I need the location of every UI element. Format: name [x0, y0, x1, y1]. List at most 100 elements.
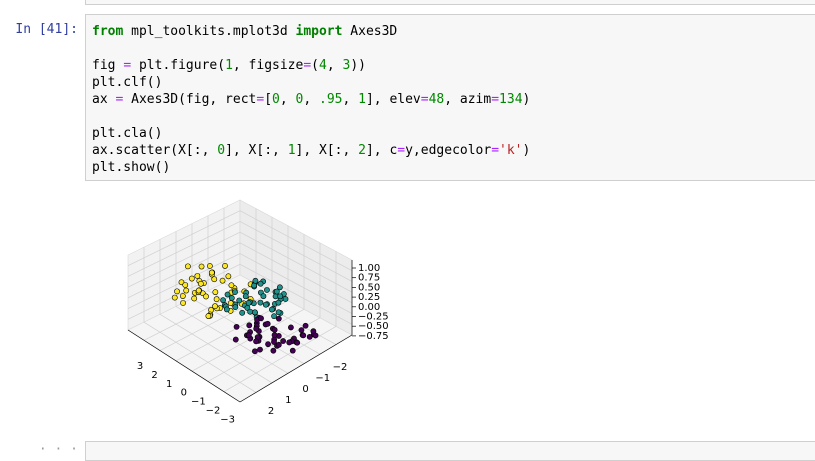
y-tick-label: 1: [285, 395, 291, 406]
scatter-point: [233, 323, 240, 330]
pane-grid: [239, 253, 353, 314]
axis-line: [127, 329, 241, 403]
scatter-point: [275, 315, 282, 322]
scatter-point: [275, 299, 282, 306]
scatter-point: [242, 293, 249, 300]
x-tick-label: 1: [166, 379, 172, 390]
scatter-point: [252, 348, 258, 355]
scatter-point: [225, 273, 232, 280]
scatter-point: [275, 341, 282, 348]
scatter-point: [277, 293, 284, 300]
scatter-point: [294, 339, 301, 346]
next-cell[interactable]: [85, 441, 815, 461]
pane-grid: [127, 231, 241, 288]
scatter-point: [262, 301, 269, 308]
scatter-point: [271, 326, 278, 333]
x-tick-label: 3: [137, 361, 143, 372]
scatter-point: [257, 280, 264, 287]
x-tick-label: −1: [191, 397, 206, 408]
scatter-point: [205, 313, 212, 319]
scatter-point: [257, 346, 263, 353]
scatter-point: [289, 347, 296, 354]
scatter-point: [212, 289, 219, 296]
scatter-point: [271, 313, 277, 320]
scatter-point: [207, 263, 213, 269]
pane-grid: [159, 313, 273, 384]
scatter-point: [213, 296, 220, 303]
scatter-point: [185, 263, 191, 270]
scatter-point: [220, 297, 227, 304]
scatter-point: [188, 275, 195, 282]
scatter-point: [246, 322, 253, 329]
z-tick-label: 0.75: [358, 273, 380, 284]
scatter-point: [253, 338, 259, 345]
scatter-point: [265, 341, 271, 348]
scatter-point: [271, 339, 277, 345]
scatter-point: [258, 315, 264, 322]
scatter-point: [312, 332, 319, 339]
pane-grid: [143, 321, 257, 393]
scatter-point: [269, 306, 275, 313]
scatter-point: [264, 287, 270, 293]
code: from mpl_toolkits.mplot3d import Axes3D f…: [86, 15, 815, 184]
scatter-point: [236, 297, 243, 304]
notebook: In [41]: from mpl_toolkits.mplot3d impor…: [15, 0, 815, 461]
scatter-point: [253, 325, 260, 332]
code-cell[interactable]: from mpl_toolkits.mplot3d import Axes3D f…: [85, 14, 815, 181]
scatter-point: [271, 332, 278, 338]
pane-grid: [239, 231, 353, 293]
z-tick-label: 1.00: [358, 263, 380, 274]
scatter-point: [197, 280, 204, 287]
pane-grid: [175, 306, 289, 374]
scatter-point: [191, 295, 198, 302]
scatter-point: [245, 300, 252, 306]
code-line: plt.show(): [92, 160, 171, 175]
pane-grid: [127, 221, 241, 277]
pane-grid: [239, 263, 353, 325]
scatter-point: [228, 295, 235, 301]
y-tick-label: 0: [302, 384, 308, 395]
scatter-point: [182, 282, 189, 288]
code-line: fig = plt.figure(1, figsize=(4, 3)): [92, 58, 366, 73]
pane-grid: [239, 221, 353, 282]
scatter-point: [282, 296, 289, 302]
scatter-point: [195, 287, 202, 294]
scatter-point: [257, 299, 264, 306]
pane-grid: [239, 242, 353, 304]
scatter-point: [211, 276, 218, 283]
scatter-point: [228, 282, 235, 289]
x-tick-label: −3: [220, 414, 235, 425]
z-tick-label: 0.25: [358, 292, 380, 303]
scatter-point: [222, 263, 228, 269]
code-line: plt.cla(): [92, 126, 163, 141]
code-line: plt.clf(): [92, 75, 163, 90]
scatter-point: [273, 288, 280, 295]
scatter-point: [280, 338, 287, 344]
scatter-point: [208, 269, 215, 276]
scatter-point: [251, 282, 258, 289]
pane-grid: [239, 210, 353, 272]
code-line: ax = Axes3D(fig, rect=[0, 0, .95, 1], el…: [92, 92, 531, 107]
scatter-point: [232, 289, 238, 295]
z-tick-label: −0.75: [358, 331, 389, 342]
z-tick-label: −0.50: [358, 321, 389, 332]
z-tick-label: 0.00: [358, 302, 380, 313]
scatter-point: [194, 273, 201, 279]
scatter-point: [212, 303, 218, 310]
y-tick-label: −2: [333, 362, 348, 373]
scatter-point: [275, 309, 282, 316]
y-tick-label: 2: [268, 406, 274, 417]
scatter-point: [270, 347, 277, 354]
cell-prompt: In [41]:: [15, 22, 78, 37]
pane-grid: [127, 210, 241, 267]
scatter-point: [223, 306, 230, 313]
scatter-point: [306, 333, 313, 340]
pane-grid: [127, 242, 241, 299]
scatter-point: [232, 304, 239, 311]
scatter-point: [300, 332, 307, 339]
next-prompt: · · ·: [38, 442, 78, 457]
scatter-point: [174, 288, 180, 295]
y-tick-label: −1: [315, 373, 330, 384]
x-tick-label: 0: [181, 388, 187, 399]
scatter-point: [245, 332, 252, 339]
